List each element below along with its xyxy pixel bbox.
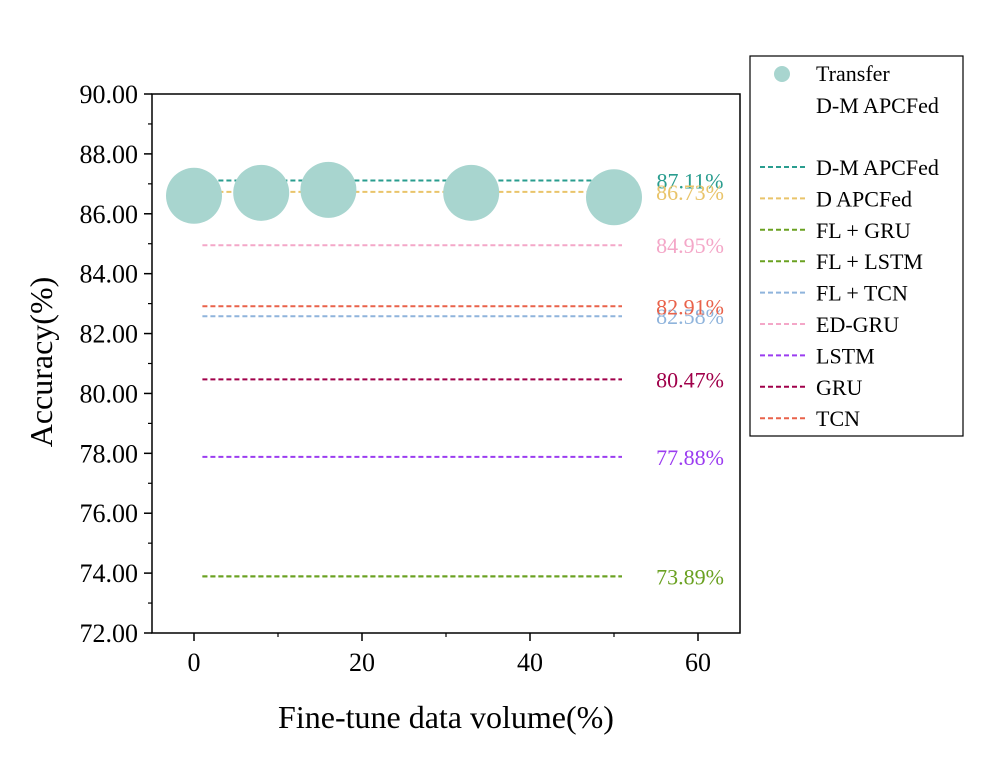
y-axis-title: Accuracy(%) [23, 277, 59, 448]
legend-marker [774, 66, 790, 82]
y-tick-label: 74.00 [80, 559, 139, 588]
value-label: 77.88% [656, 445, 724, 470]
legend-label: FL + GRU [816, 218, 911, 243]
value-label: 82.91% [656, 294, 724, 319]
legend-label: ED-GRU [816, 312, 899, 337]
legend: Transfer D-M APCFed D-M APCFed D APCFed FL +… [749, 55, 964, 437]
value-label: 73.89% [656, 564, 724, 589]
legend-label: GRU [816, 375, 863, 400]
x-tick-label: 40 [517, 648, 543, 677]
y-tick-label: 72.00 [80, 619, 139, 648]
value-label: 82.58% [656, 304, 724, 329]
scatter-point [586, 169, 642, 226]
legend-label: LSTM [816, 343, 875, 368]
legend-label: FL + LSTM [816, 249, 923, 274]
y-tick-label: 90.00 [80, 80, 139, 109]
value-label: 86.73% [656, 180, 724, 205]
legend-label: TCN [816, 406, 860, 431]
x-tick-label: 60 [685, 648, 711, 677]
legend-label: FL + TCN [816, 281, 908, 306]
value-label: 80.47% [656, 367, 724, 392]
legend-label: D-M APCFed [816, 155, 939, 180]
y-tick-label: 84.00 [80, 260, 139, 289]
y-tick-label: 82.00 [80, 320, 139, 349]
axes: 72.00 74.00 76.00 78.00 80.00 82.00 84.00 86.00… [80, 80, 741, 677]
scatter-point [443, 164, 500, 221]
x-tick-label: 20 [349, 648, 375, 677]
legend-box [749, 55, 964, 437]
scatter-point [166, 167, 222, 224]
y-tick-label: 80.00 [80, 379, 139, 408]
x-axis-title: Fine-tune data volume(%) [278, 699, 614, 735]
scatter-point [233, 164, 290, 221]
legend-label: D APCFed [816, 186, 912, 211]
value-label: 87.11% [656, 169, 723, 194]
y-tick-label: 78.00 [80, 439, 139, 468]
legend-label: Transfer [816, 61, 890, 86]
y-tick-label: 86.00 [80, 200, 139, 229]
legend-label: D-M APCFed [816, 93, 939, 118]
plot-area: 87.11%86.73% 73.89% 82.58% 84.95% 77.88% 80.4… [166, 161, 724, 589]
y-tick-label: 76.00 [80, 499, 139, 528]
value-label: 84.95% [656, 233, 724, 258]
y-tick-label: 88.00 [80, 140, 139, 169]
scatter-point [300, 161, 357, 218]
x-tick-label: 0 [188, 648, 201, 677]
